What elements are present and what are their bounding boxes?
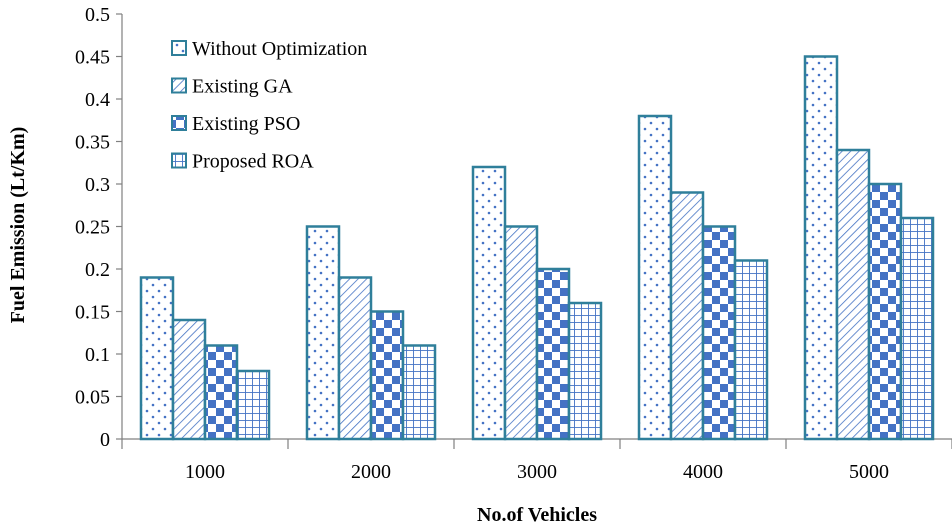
- legend-swatch: [171, 115, 187, 131]
- bars: [139, 55, 935, 441]
- legend-label: Proposed ROA: [192, 151, 314, 173]
- bar: [835, 148, 871, 441]
- x-tick-label: 5000: [849, 461, 889, 483]
- bar: [171, 318, 207, 441]
- bar: [337, 276, 373, 441]
- legend-swatch: [171, 152, 187, 169]
- legend-swatch: [171, 40, 187, 56]
- bar: [803, 55, 839, 441]
- x-tick-label: 1000: [185, 461, 225, 483]
- y-tick-label: 0.05: [75, 387, 110, 409]
- y-tick-label: 0.35: [75, 132, 110, 154]
- bar: [305, 225, 341, 441]
- y-tick-label: 0.3: [85, 174, 110, 196]
- y-axis-title: Fuel Emission (Lt/Km): [7, 127, 29, 324]
- x-tick-label: 4000: [683, 461, 723, 483]
- bar: [139, 276, 175, 441]
- bar: [701, 225, 737, 441]
- bar: [535, 267, 571, 441]
- y-tick-label: 0.4: [85, 89, 110, 111]
- x-tick-label: 3000: [517, 461, 557, 483]
- legend: Without Optimization Existing GA Existing …: [171, 38, 367, 173]
- y-tick-label: 0.45: [75, 47, 110, 69]
- bar: [567, 301, 603, 441]
- bar: [899, 216, 935, 441]
- bar: [637, 114, 673, 441]
- bar: [471, 165, 507, 441]
- bar: [203, 344, 239, 441]
- y-tick-label: 0.1: [85, 344, 110, 366]
- bar: [867, 182, 903, 441]
- y-tick-label: 0.2: [85, 259, 110, 281]
- legend-label: Existing PSO: [192, 113, 300, 135]
- bar: [669, 191, 705, 441]
- bar: [235, 369, 271, 441]
- tick-labels: 0 0.05 0.1 0.15 0.2 0.25 0.3 0.35 0.4 0.45 0.5 1000…: [75, 4, 889, 483]
- x-axis-title: No.of Vehicles: [477, 504, 597, 526]
- legend-swatch: [171, 77, 187, 94]
- bar: [733, 259, 769, 441]
- y-tick-label: 0.15: [75, 302, 110, 324]
- bar: [401, 344, 437, 441]
- y-tick-label: 0.5: [85, 4, 110, 26]
- bar: [369, 310, 405, 441]
- legend-label: Without Optimization: [192, 38, 367, 60]
- bar: [503, 225, 539, 441]
- legend-label: Existing GA: [192, 76, 293, 98]
- x-tick-label: 2000: [351, 461, 391, 483]
- y-tick-label: 0: [100, 429, 110, 451]
- y-tick-label: 0.25: [75, 217, 110, 239]
